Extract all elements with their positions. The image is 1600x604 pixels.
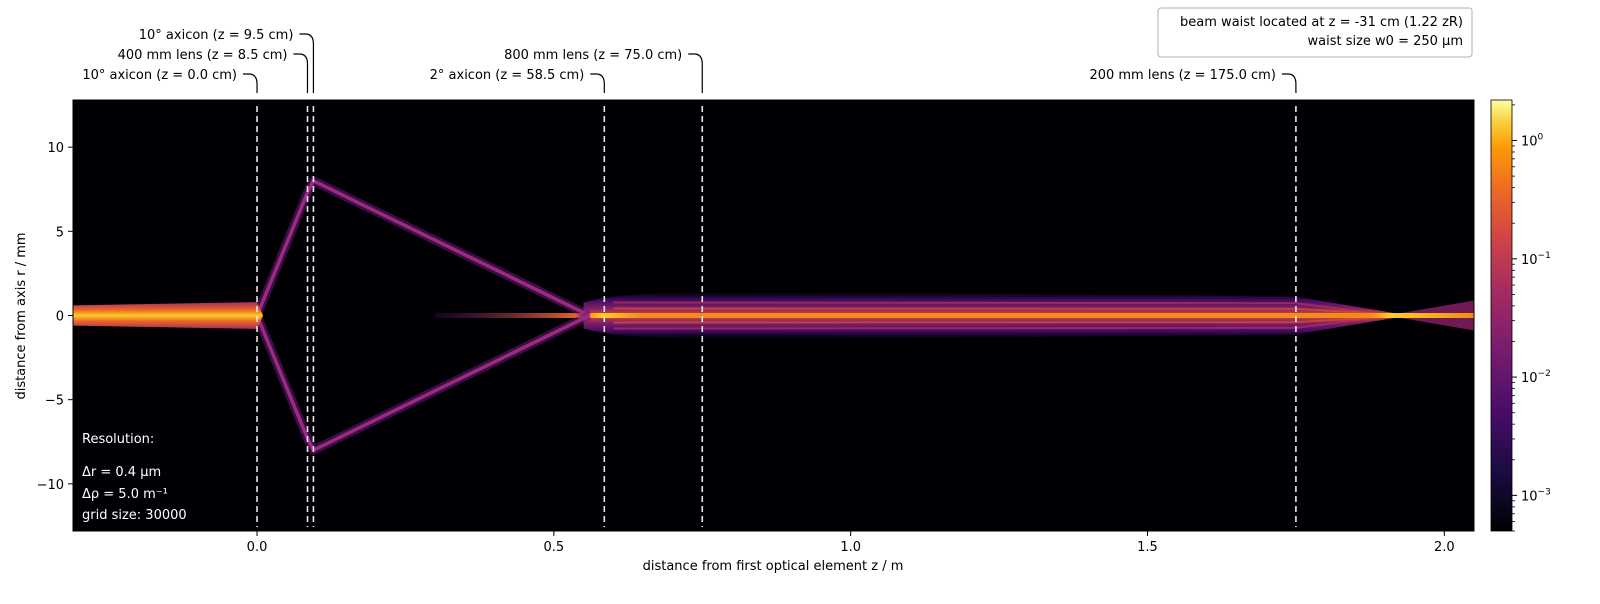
beam-input-gaussian bbox=[73, 302, 264, 329]
legend-line-2: waist size w0 = 250 μm bbox=[1308, 34, 1464, 49]
beam-ring-line bbox=[613, 301, 1377, 315]
y-tick-label: 0 bbox=[56, 310, 64, 325]
y-tick-label: 5 bbox=[56, 225, 64, 240]
resolution-title: Resolution: bbox=[82, 432, 154, 447]
y-tick-label: −10 bbox=[37, 478, 64, 493]
y-axis-label: distance from axis r / mm bbox=[14, 232, 29, 399]
x-axis-label: distance from first optical element z / … bbox=[643, 559, 904, 574]
optical-element-connector bbox=[590, 73, 605, 93]
optical-element-label: 400 mm lens (z = 8.5 cm) bbox=[118, 48, 288, 63]
y-tick-label: 10 bbox=[47, 141, 64, 156]
resolution-dr: Δr = 0.4 μm bbox=[82, 465, 161, 480]
optical-element-markers: 10° axicon (z = 0.0 cm) 400 mm lens (z = … bbox=[82, 28, 1297, 527]
x-tick-label: 2.0 bbox=[1434, 540, 1455, 555]
optical-element-label: 10° axicon (z = 9.5 cm) bbox=[139, 28, 294, 43]
x-tick-label: 1.0 bbox=[840, 540, 861, 555]
optical-element-label: 2° axicon (z = 58.5 cm) bbox=[430, 68, 585, 83]
optical-element-connector bbox=[299, 33, 315, 93]
optical-element-connector bbox=[293, 53, 309, 93]
beam-ring-line bbox=[613, 316, 1377, 324]
colorbar-tick-label: 10−3 bbox=[1521, 487, 1551, 504]
x-tick-label: 0.0 bbox=[247, 540, 268, 555]
colorbar: 100 10−1 10−2 10−3 bbox=[1490, 99, 1551, 532]
resolution-drho: Δρ = 5.0 m⁻¹ bbox=[82, 487, 168, 502]
optical-element-label: 200 mm lens (z = 175.0 cm) bbox=[1089, 68, 1275, 83]
colorbar-tick-label: 100 bbox=[1521, 133, 1544, 150]
colorbar-tick-label: 10−1 bbox=[1521, 251, 1551, 268]
colorbar-ticks: 100 10−1 10−2 10−3 bbox=[1512, 104, 1551, 532]
colorbar-gradient bbox=[1490, 99, 1513, 532]
beam-cone-upper bbox=[255, 179, 591, 318]
colorbar-tick-label: 10−2 bbox=[1521, 369, 1551, 386]
y-axis: 10 5 0 −5 −10 bbox=[37, 141, 73, 493]
x-axis: 0.0 0.5 1.0 1.5 2.0 bbox=[247, 531, 1455, 555]
resolution-annotation: Resolution: Δr = 0.4 μm Δρ = 5.0 m⁻¹ gri… bbox=[82, 432, 187, 523]
x-tick-label: 1.5 bbox=[1137, 540, 1158, 555]
legend-box: beam waist located at z = -31 cm (1.22 z… bbox=[1157, 7, 1473, 58]
beam-cone-lower bbox=[255, 313, 591, 452]
optical-element-label: 800 mm lens (z = 75.0 cm) bbox=[504, 48, 682, 63]
x-tick-label: 0.5 bbox=[544, 540, 565, 555]
legend-line-1: beam waist located at z = -31 cm (1.22 z… bbox=[1180, 15, 1463, 30]
y-tick-label: −5 bbox=[45, 394, 64, 409]
optical-element-connector bbox=[1281, 73, 1297, 93]
optical-element-label: 10° axicon (z = 0.0 cm) bbox=[82, 68, 237, 83]
resolution-grid: grid size: 30000 bbox=[82, 508, 187, 523]
beam-bessel-core bbox=[435, 313, 1474, 318]
optical-element-connector bbox=[243, 73, 258, 93]
optical-element-connector bbox=[688, 53, 703, 93]
legend-box-frame bbox=[1157, 7, 1473, 58]
